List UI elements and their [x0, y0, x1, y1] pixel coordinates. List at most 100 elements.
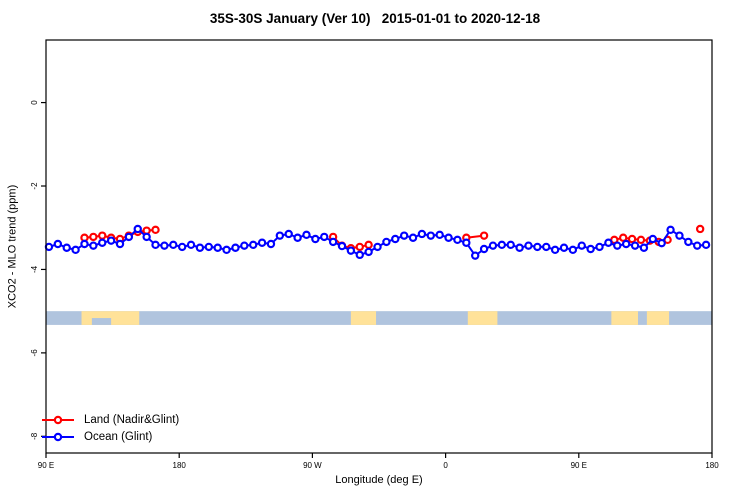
data-point [355, 242, 364, 252]
data-point [657, 238, 666, 248]
data-point [160, 241, 169, 250]
data-point [364, 247, 373, 257]
data-point [328, 237, 338, 247]
y-tick-label: -2 [30, 182, 39, 190]
x-tick-label: 180 [705, 461, 719, 470]
data-point [701, 240, 711, 250]
data-point [204, 242, 213, 252]
data-point [364, 240, 373, 250]
band-land [467, 311, 498, 325]
data-point [550, 245, 560, 255]
data-point [417, 229, 427, 239]
data-point [619, 233, 628, 242]
data-point [89, 241, 98, 250]
data-point [213, 243, 222, 252]
data-point [497, 240, 507, 250]
data-point [426, 231, 435, 240]
data-point [62, 243, 71, 252]
land-series-marker-icon [42, 415, 74, 424]
data-point [506, 240, 515, 250]
data-point [222, 245, 231, 255]
data-point [559, 243, 569, 252]
data-point [693, 241, 702, 250]
x-tick-label: 180 [173, 461, 187, 470]
data-point [408, 233, 418, 242]
data-point [479, 231, 489, 240]
legend-item-ocean: Ocean (Glint) [40, 428, 179, 445]
data-point [648, 234, 658, 244]
data-point [435, 230, 444, 240]
data-point [630, 241, 640, 250]
data-point [275, 231, 285, 240]
y-ticks: 0 -2 -4 -6 -8 [30, 100, 46, 440]
data-point [604, 238, 613, 247]
band-ocean-notch [91, 318, 112, 325]
data-point [177, 242, 187, 252]
data-point [373, 242, 382, 252]
data-point [133, 224, 142, 234]
data-point [44, 242, 54, 252]
data-point [231, 243, 240, 252]
data-point [479, 244, 489, 254]
data-point [382, 237, 391, 247]
data-point [142, 232, 151, 242]
data-point [515, 243, 524, 252]
data-point [488, 241, 498, 250]
band-land [350, 311, 377, 325]
data-point [89, 232, 98, 242]
x-axis-title-text: Longitude (deg E) [335, 474, 423, 486]
data-point [115, 239, 125, 249]
legend-label-land: Land (Nadir&Glint) [84, 413, 180, 426]
data-point [240, 241, 249, 250]
legend: Land (Nadir&Glint) Ocean (Glint) [40, 411, 179, 445]
data-point [266, 239, 276, 249]
data-point [391, 234, 400, 244]
data-point [151, 225, 160, 235]
data-point [195, 243, 205, 252]
x-axis-title: Longitude (deg E) [46, 474, 712, 486]
y-tick-label: -8 [30, 432, 39, 440]
data-point [462, 238, 471, 247]
data-point [302, 230, 311, 240]
chart-title: 35S-30S January (Ver 10) 2015-01-01 to 2… [209, 11, 541, 26]
legend-label-ocean: Ocean (Glint) [84, 430, 153, 443]
band-land [611, 311, 638, 325]
plot-box [45, 39, 713, 454]
data-point [248, 240, 258, 250]
data-point [471, 251, 480, 260]
data-point [355, 250, 364, 260]
x-tick-label: 90 W [303, 461, 322, 470]
data-point [98, 231, 107, 240]
data-point [98, 238, 107, 247]
data-point [444, 233, 453, 242]
data-point [186, 240, 196, 250]
data-point [639, 243, 649, 252]
data-point [71, 245, 80, 255]
data-point [151, 240, 160, 250]
data-point [346, 246, 356, 255]
data-point [577, 241, 586, 250]
data-point [311, 234, 320, 244]
data-point [695, 224, 705, 234]
x-tick-label: 90 E [571, 461, 587, 470]
data-point [621, 239, 631, 249]
data-point [284, 229, 293, 239]
data-point [320, 232, 329, 242]
data-point [124, 232, 134, 242]
data-point [524, 241, 533, 250]
x-ticks: 90 E 180 90 W 0 90 E 180 [38, 453, 719, 470]
y-tick-label: -6 [30, 349, 39, 357]
band-land [646, 311, 670, 325]
data-point [106, 236, 116, 245]
y-axis-title: XCO2 - MLO trend (ppm) [7, 97, 22, 397]
data-point [53, 239, 63, 249]
data-point [453, 235, 462, 245]
data-point [666, 225, 675, 235]
data-point [169, 240, 178, 250]
data-point [613, 241, 622, 250]
map-band [46, 311, 712, 325]
data-point [586, 244, 595, 254]
y-axis-title-text: XCO2 - MLO trend (ppm) [6, 184, 19, 309]
data-point [675, 231, 684, 240]
